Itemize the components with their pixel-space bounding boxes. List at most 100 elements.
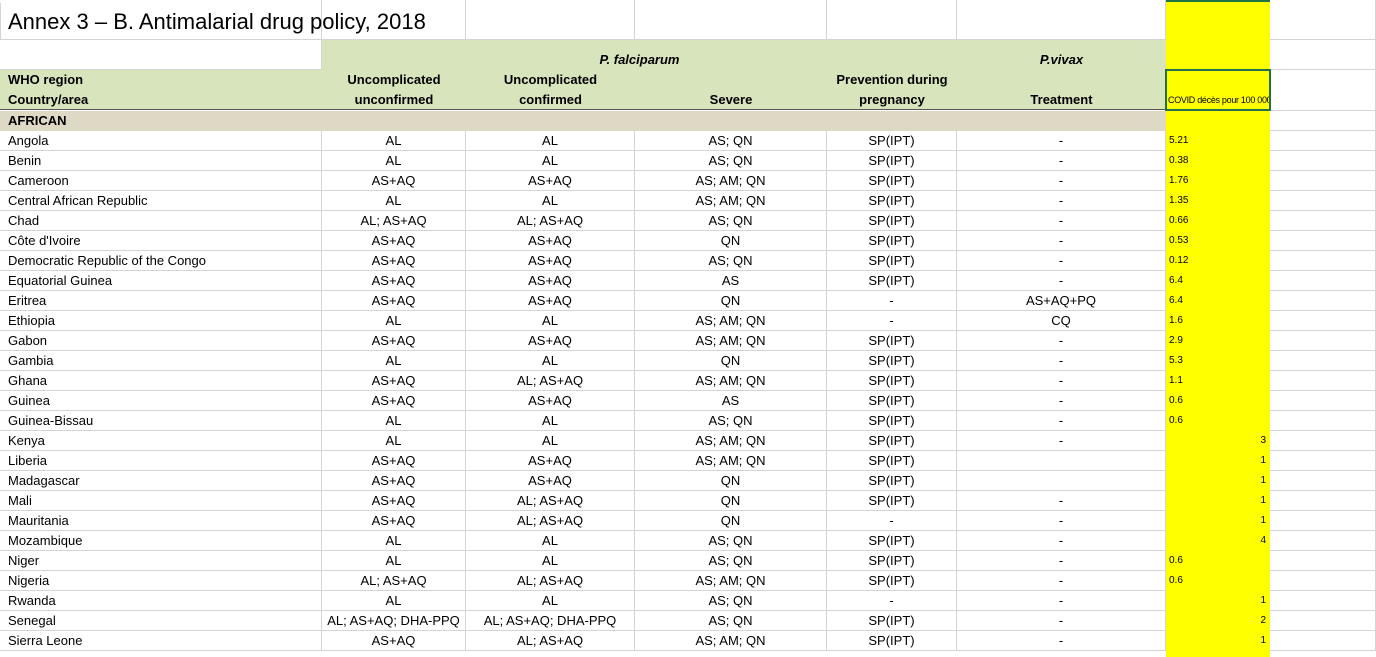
policy-cell[interactable]: AL [466, 351, 635, 371]
policy-cell[interactable]: - [957, 351, 1166, 371]
policy-cell[interactable]: - [957, 231, 1166, 251]
country-cell[interactable]: Côte d'Ivoire [0, 231, 322, 251]
policy-cell[interactable]: SP(IPT) [827, 551, 957, 571]
policy-cell[interactable]: AS+AQ [322, 631, 466, 651]
country-cell[interactable]: Equatorial Guinea [0, 271, 322, 291]
policy-cell[interactable]: AS; QN [635, 591, 827, 611]
policy-cell[interactable]: SP(IPT) [827, 391, 957, 411]
policy-cell[interactable]: SP(IPT) [827, 251, 957, 271]
policy-cell[interactable]: - [957, 611, 1166, 631]
policy-cell[interactable]: - [827, 311, 957, 331]
policy-cell[interactable]: - [957, 271, 1166, 291]
policy-cell[interactable]: AL; AS+AQ [466, 211, 635, 231]
policy-cell[interactable]: AS; AM; QN [635, 631, 827, 651]
policy-cell[interactable]: SP(IPT) [827, 351, 957, 371]
policy-cell[interactable]: - [957, 491, 1166, 511]
covid-cell[interactable]: 1 [1260, 455, 1266, 466]
policy-cell[interactable]: AL [322, 431, 466, 451]
policy-cell[interactable]: SP(IPT) [827, 231, 957, 251]
policy-cell[interactable]: SP(IPT) [827, 431, 957, 451]
policy-cell[interactable]: - [957, 531, 1166, 551]
covid-cell[interactable]: 2.9 [1169, 335, 1183, 346]
policy-cell[interactable]: SP(IPT) [827, 571, 957, 591]
covid-cell[interactable]: 1 [1260, 495, 1266, 506]
policy-cell[interactable]: AL [466, 551, 635, 571]
policy-cell[interactable]: - [957, 251, 1166, 271]
policy-cell[interactable]: AS+AQ [322, 251, 466, 271]
country-cell[interactable]: Ghana [0, 371, 322, 391]
policy-cell[interactable]: AS; QN [635, 411, 827, 431]
policy-cell[interactable]: SP(IPT) [827, 331, 957, 351]
policy-cell[interactable]: SP(IPT) [827, 411, 957, 431]
policy-cell[interactable]: AS; AM; QN [635, 451, 827, 471]
policy-cell[interactable]: SP(IPT) [827, 611, 957, 631]
covid-cell[interactable]: 4 [1260, 535, 1266, 546]
policy-cell[interactable]: SP(IPT) [827, 631, 957, 651]
policy-cell[interactable]: AS; QN [635, 151, 827, 171]
policy-cell[interactable]: AL [466, 191, 635, 211]
covid-cell[interactable]: 0.6 [1169, 395, 1183, 406]
policy-cell[interactable]: - [957, 331, 1166, 351]
policy-cell[interactable]: AS; QN [635, 611, 827, 631]
policy-cell[interactable]: AS; AM; QN [635, 311, 827, 331]
policy-cell[interactable]: AS; AM; QN [635, 171, 827, 191]
country-cell[interactable]: Eritrea [0, 291, 322, 311]
policy-cell[interactable]: AL [466, 411, 635, 431]
policy-cell[interactable]: SP(IPT) [827, 531, 957, 551]
policy-cell[interactable]: AS+AQ [322, 491, 466, 511]
policy-cell[interactable]: - [957, 151, 1166, 171]
country-cell[interactable]: Democratic Republic of the Congo [0, 251, 322, 271]
policy-cell[interactable]: - [957, 191, 1166, 211]
policy-cell[interactable]: - [957, 631, 1166, 651]
country-cell[interactable]: Ethiopia [0, 311, 322, 331]
active-cell[interactable] [1165, 69, 1271, 111]
policy-cell[interactable]: AS+AQ [322, 231, 466, 251]
policy-cell[interactable]: QN [635, 231, 827, 251]
covid-cell[interactable]: 0.38 [1169, 155, 1189, 166]
policy-cell[interactable]: - [957, 431, 1166, 451]
country-cell[interactable]: Guinea-Bissau [0, 411, 322, 431]
policy-cell[interactable]: AS+AQ [322, 331, 466, 351]
policy-cell[interactable]: QN [635, 291, 827, 311]
policy-cell[interactable]: AS; AM; QN [635, 191, 827, 211]
policy-cell[interactable]: - [827, 591, 957, 611]
policy-cell[interactable]: SP(IPT) [827, 371, 957, 391]
policy-cell[interactable]: AS [635, 391, 827, 411]
country-cell[interactable]: Gabon [0, 331, 322, 351]
policy-cell[interactable]: AL [466, 591, 635, 611]
country-cell[interactable]: Senegal [0, 611, 322, 631]
policy-cell[interactable]: AL; AS+AQ; DHA-PPQ [322, 611, 466, 631]
policy-cell[interactable]: AS+AQ [466, 451, 635, 471]
policy-cell[interactable]: AS+AQ [322, 291, 466, 311]
policy-cell[interactable]: - [827, 291, 957, 311]
policy-cell[interactable]: AL [322, 411, 466, 431]
covid-cell[interactable]: 2 [1260, 615, 1266, 626]
country-cell[interactable]: Cameroon [0, 171, 322, 191]
covid-cell[interactable]: 1 [1260, 595, 1266, 606]
covid-cell[interactable]: 1.6 [1169, 315, 1183, 326]
policy-cell[interactable]: AL [466, 431, 635, 451]
covid-cell[interactable]: 0.6 [1169, 555, 1183, 566]
policy-cell[interactable]: AS+AQ [466, 331, 635, 351]
policy-cell[interactable]: AS+AQ [322, 471, 466, 491]
policy-cell[interactable]: AL [322, 191, 466, 211]
policy-cell[interactable]: AS; AM; QN [635, 571, 827, 591]
covid-cell[interactable]: 1.76 [1169, 175, 1189, 186]
policy-cell[interactable]: AL; AS+AQ [466, 371, 635, 391]
policy-cell[interactable]: AL [322, 551, 466, 571]
policy-cell[interactable]: AL; AS+AQ [322, 571, 466, 591]
policy-cell[interactable]: AL; AS+AQ [466, 631, 635, 651]
policy-cell[interactable]: AS+AQ [322, 391, 466, 411]
country-cell[interactable]: Rwanda [0, 591, 322, 611]
policy-cell[interactable]: AL [322, 311, 466, 331]
country-cell[interactable]: Benin [0, 151, 322, 171]
policy-cell[interactable]: CQ [957, 311, 1166, 331]
policy-cell[interactable]: AL [322, 531, 466, 551]
covid-cell[interactable]: 1 [1260, 515, 1266, 526]
covid-cell[interactable]: 5.3 [1169, 355, 1183, 366]
policy-cell[interactable]: AS+AQ [322, 271, 466, 291]
policy-cell[interactable]: AS+AQ [322, 371, 466, 391]
policy-cell[interactable]: - [827, 511, 957, 531]
covid-cell[interactable]: 0.66 [1169, 215, 1189, 226]
policy-cell[interactable]: - [957, 511, 1166, 531]
